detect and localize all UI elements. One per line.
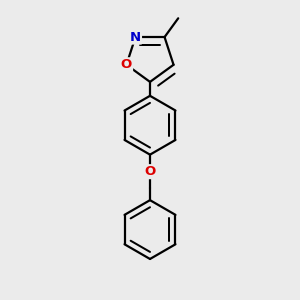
Text: N: N: [130, 31, 141, 44]
Text: O: O: [144, 165, 156, 178]
Text: O: O: [121, 58, 132, 71]
